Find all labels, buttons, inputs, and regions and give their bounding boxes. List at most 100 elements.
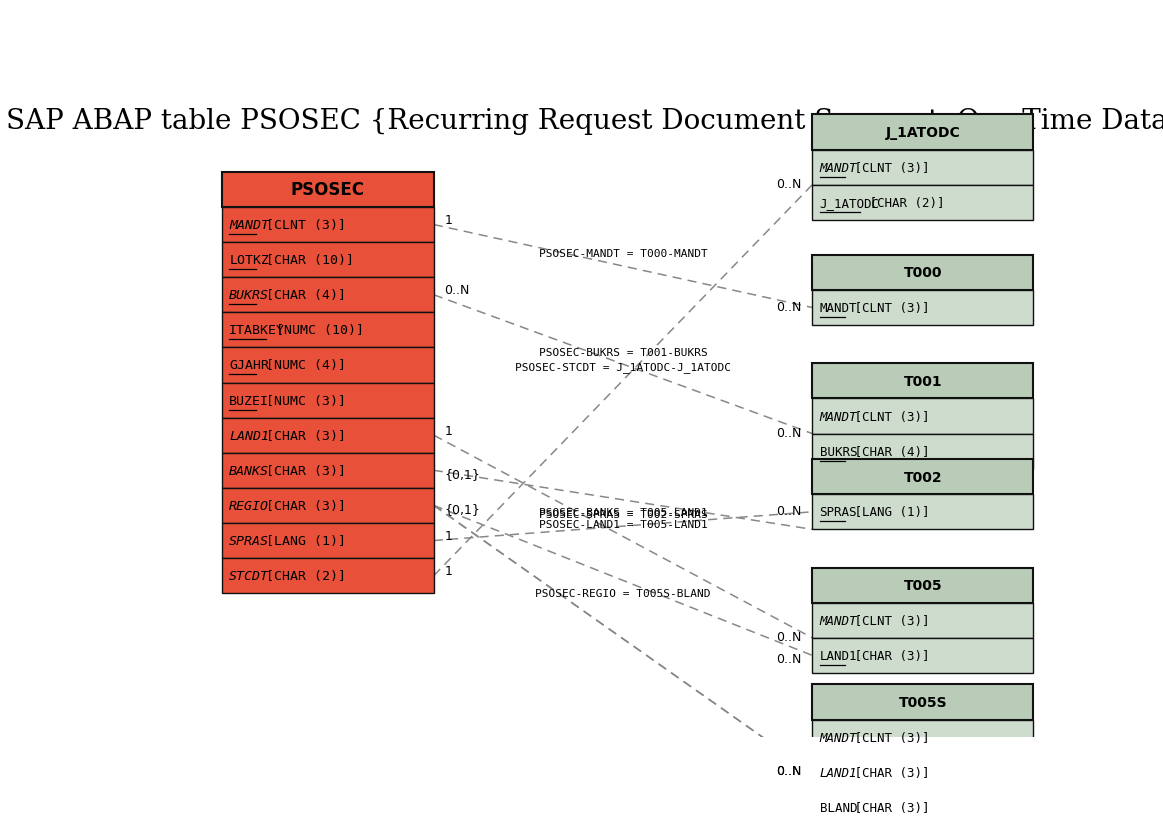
Text: MANDT: MANDT xyxy=(820,301,857,315)
Text: [CLNT (3)]: [CLNT (3)] xyxy=(847,410,929,423)
Text: SPRAS: SPRAS xyxy=(820,506,857,518)
FancyBboxPatch shape xyxy=(222,313,434,348)
Text: PSOSEC-REGIO = T005S-BLAND: PSOSEC-REGIO = T005S-BLAND xyxy=(535,589,711,599)
Text: STCDT: STCDT xyxy=(229,570,269,582)
Text: T005S: T005S xyxy=(899,696,947,709)
FancyBboxPatch shape xyxy=(812,568,1033,603)
Text: [CLNT (3)]: [CLNT (3)] xyxy=(257,219,345,232)
Text: [CLNT (3)]: [CLNT (3)] xyxy=(847,161,929,175)
FancyBboxPatch shape xyxy=(812,755,1033,790)
Text: {0,1}: {0,1} xyxy=(444,503,480,516)
Text: [CHAR (3)]: [CHAR (3)] xyxy=(257,429,345,442)
FancyBboxPatch shape xyxy=(812,256,1033,291)
FancyBboxPatch shape xyxy=(222,208,434,243)
Text: [CLNT (3)]: [CLNT (3)] xyxy=(847,301,929,315)
Text: [CHAR (2)]: [CHAR (2)] xyxy=(862,196,944,209)
FancyBboxPatch shape xyxy=(812,685,1033,720)
Text: 1: 1 xyxy=(444,565,452,577)
Text: LOTKZ: LOTKZ xyxy=(229,254,269,267)
FancyBboxPatch shape xyxy=(222,243,434,278)
Text: MANDT: MANDT xyxy=(820,731,857,744)
FancyBboxPatch shape xyxy=(222,278,434,313)
Text: 0..N: 0..N xyxy=(776,301,801,313)
Text: 1: 1 xyxy=(444,424,452,437)
Text: SAP ABAP table PSOSEC {Recurring Request Document Segment, One-Time Data}: SAP ABAP table PSOSEC {Recurring Request… xyxy=(6,108,1163,135)
Text: BANKS: BANKS xyxy=(229,465,269,477)
Text: 0..N: 0..N xyxy=(776,764,801,777)
FancyBboxPatch shape xyxy=(812,151,1033,185)
Text: MANDT: MANDT xyxy=(229,219,269,232)
Text: T005: T005 xyxy=(904,579,942,593)
Text: 0..N: 0..N xyxy=(776,652,801,666)
Text: ITABKEY: ITABKEY xyxy=(229,324,285,337)
Text: MANDT: MANDT xyxy=(820,410,857,423)
Text: [CHAR (3)]: [CHAR (3)] xyxy=(847,649,929,662)
FancyBboxPatch shape xyxy=(812,115,1033,151)
Text: LAND1: LAND1 xyxy=(820,766,857,779)
Text: J_1ATODC: J_1ATODC xyxy=(885,126,961,140)
Text: PSOSEC: PSOSEC xyxy=(291,181,365,200)
Text: BLAND: BLAND xyxy=(820,801,857,814)
Text: 0..N: 0..N xyxy=(776,630,801,643)
Text: SPRAS: SPRAS xyxy=(229,534,269,547)
FancyBboxPatch shape xyxy=(812,638,1033,673)
FancyBboxPatch shape xyxy=(222,523,434,558)
Text: [NUMC (10)]: [NUMC (10)] xyxy=(269,324,364,337)
Text: {0,1}: {0,1} xyxy=(444,468,480,480)
Text: 1: 1 xyxy=(444,529,452,542)
Text: PSOSEC-LAND1 = T005-LAND1: PSOSEC-LAND1 = T005-LAND1 xyxy=(538,519,707,529)
FancyBboxPatch shape xyxy=(222,348,434,383)
Text: 1: 1 xyxy=(444,214,452,227)
FancyBboxPatch shape xyxy=(222,173,434,208)
Text: REGIO: REGIO xyxy=(229,499,269,513)
FancyBboxPatch shape xyxy=(812,494,1033,530)
Text: PSOSEC-BUKRS = T001-BUKRS: PSOSEC-BUKRS = T001-BUKRS xyxy=(538,347,707,357)
Text: T002: T002 xyxy=(904,470,942,484)
FancyBboxPatch shape xyxy=(812,364,1033,399)
Text: PSOSEC-MANDT = T000-MANDT: PSOSEC-MANDT = T000-MANDT xyxy=(538,249,707,259)
Text: [CHAR (3)]: [CHAR (3)] xyxy=(257,499,345,513)
FancyBboxPatch shape xyxy=(222,453,434,489)
Text: [CLNT (3)]: [CLNT (3)] xyxy=(847,731,929,744)
FancyBboxPatch shape xyxy=(812,790,1033,825)
Text: [NUMC (3)]: [NUMC (3)] xyxy=(257,394,345,407)
FancyBboxPatch shape xyxy=(222,418,434,453)
Text: J_1ATODC: J_1ATODC xyxy=(820,196,879,209)
Text: PSOSEC-BANKS = T005-LAND1: PSOSEC-BANKS = T005-LAND1 xyxy=(538,508,707,518)
Text: GJAHR: GJAHR xyxy=(229,359,269,372)
FancyBboxPatch shape xyxy=(812,603,1033,638)
FancyBboxPatch shape xyxy=(812,185,1033,220)
Text: T001: T001 xyxy=(904,374,942,388)
Text: [CHAR (3)]: [CHAR (3)] xyxy=(257,465,345,477)
Text: LAND1: LAND1 xyxy=(820,649,857,662)
Text: [CHAR (2)]: [CHAR (2)] xyxy=(257,570,345,582)
Text: BUKRS: BUKRS xyxy=(820,445,857,458)
FancyBboxPatch shape xyxy=(812,291,1033,325)
Text: [NUMC (4)]: [NUMC (4)] xyxy=(257,359,345,372)
Text: 0..N: 0..N xyxy=(776,764,801,777)
Text: MANDT: MANDT xyxy=(820,161,857,175)
Text: [LANG (1)]: [LANG (1)] xyxy=(847,506,929,518)
Text: PSOSEC-STCDT = J_1ATODC-J_1ATODC: PSOSEC-STCDT = J_1ATODC-J_1ATODC xyxy=(515,362,732,373)
FancyBboxPatch shape xyxy=(222,558,434,594)
Text: BUKRS: BUKRS xyxy=(229,289,269,302)
Text: MANDT: MANDT xyxy=(820,614,857,627)
FancyBboxPatch shape xyxy=(222,383,434,418)
Text: [CHAR (10)]: [CHAR (10)] xyxy=(257,254,354,267)
Text: [CLNT (3)]: [CLNT (3)] xyxy=(847,614,929,627)
Text: LAND1: LAND1 xyxy=(229,429,269,442)
Text: [CHAR (3)]: [CHAR (3)] xyxy=(847,766,929,779)
Text: 0..N: 0..N xyxy=(776,178,801,190)
Text: 0..N: 0..N xyxy=(776,504,801,518)
Text: PSOSEC-SPRAS = T002-SPRAS: PSOSEC-SPRAS = T002-SPRAS xyxy=(538,509,707,519)
FancyBboxPatch shape xyxy=(812,720,1033,755)
Text: BUZEI: BUZEI xyxy=(229,394,269,407)
Text: [CHAR (3)]: [CHAR (3)] xyxy=(847,801,929,814)
FancyBboxPatch shape xyxy=(812,460,1033,494)
Text: [LANG (1)]: [LANG (1)] xyxy=(257,534,345,547)
Text: [CHAR (4)]: [CHAR (4)] xyxy=(847,445,929,458)
FancyBboxPatch shape xyxy=(222,489,434,523)
FancyBboxPatch shape xyxy=(812,434,1033,469)
Text: T000: T000 xyxy=(904,266,942,280)
Text: [CHAR (4)]: [CHAR (4)] xyxy=(257,289,345,302)
